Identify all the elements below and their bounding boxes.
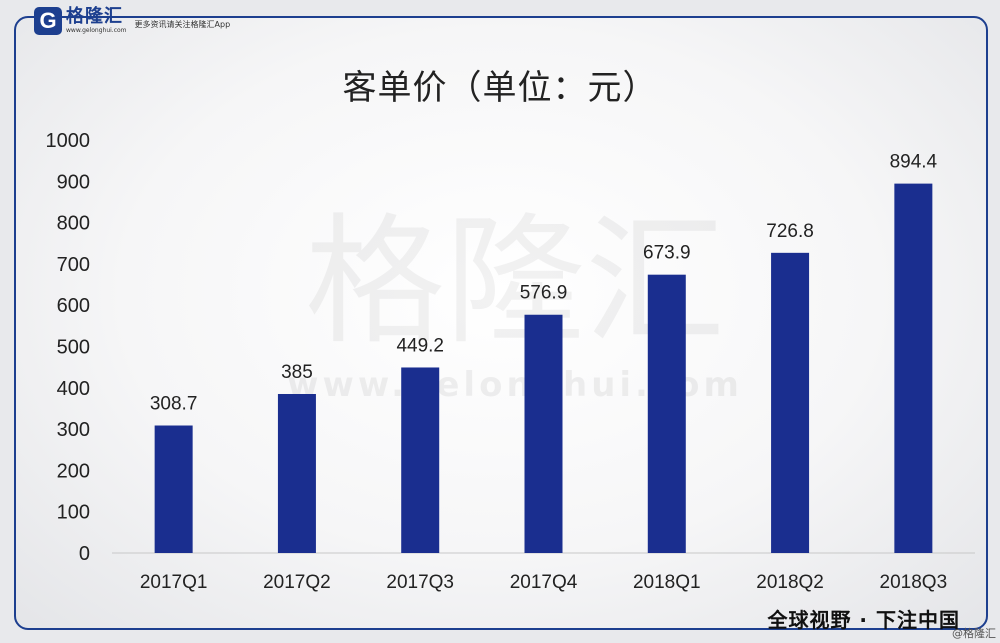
y-tick-label: 800 [57,213,90,235]
x-tick-label: 2018Q1 [633,572,701,593]
bars [154,183,933,553]
y-tick-label: 200 [57,460,90,482]
logo[interactable]: G 格隆汇 www.gelonghui.com 更多资讯请关注格隆汇App [34,6,230,36]
y-tick-label: 500 [57,337,90,359]
bar-value-label: 726.8 [766,221,814,242]
bar-value-label: 449.2 [396,335,444,356]
logo-mark-icon: G [34,7,62,35]
x-tick-label: 2018Q3 [880,572,948,593]
bar [524,314,563,553]
footer-tagline: 全球视野 · 下注中国 [767,608,960,632]
bar-value-label: 576.9 [520,283,568,304]
data-labels: 308.7 385 449.2 576.9 673.9 726.8 894.4 [150,152,938,415]
x-tick-label: 2017Q3 [386,572,454,593]
x-tick-label: 2018Q2 [756,572,824,593]
y-tick-label: 100 [57,502,90,524]
x-tick-label: 2017Q1 [140,572,208,593]
logo-text: 格隆汇 www.gelonghui.com [66,8,127,34]
y-tick-label: 1000 [46,130,91,152]
x-tick-label: 2017Q2 [263,572,331,593]
bar [894,183,933,553]
bar [277,393,316,553]
bar [401,367,440,553]
y-axis: 0 100 200 300 400 500 600 700 800 900 1000 [46,130,91,565]
y-tick-label: 300 [57,419,90,441]
bar [154,425,193,553]
bar-value-label: 673.9 [643,243,691,264]
chart-title: 客单价（单位：元） [342,68,658,108]
y-tick-label: 0 [79,543,90,565]
x-axis: 2017Q1 2017Q2 2017Q3 2017Q4 2018Q1 2018Q2 2018… [140,572,947,593]
logo-slogan: 更多资讯请关注格隆汇App [134,20,231,29]
x-tick-label: 2017Q4 [510,572,578,593]
y-tick-label: 400 [57,378,90,400]
bar [771,252,810,553]
footer-credit: @格隆汇 [952,627,996,640]
y-tick-label: 600 [57,295,90,317]
bar-value-label: 385 [281,362,313,383]
bar-value-label: 894.4 [890,152,938,173]
logo-url: www.gelonghui.com [66,27,127,34]
y-tick-label: 700 [57,254,90,276]
logo-name: 格隆汇 [66,6,123,27]
bar-value-label: 308.7 [150,394,198,415]
bar [647,274,686,553]
y-tick-label: 900 [57,171,90,193]
